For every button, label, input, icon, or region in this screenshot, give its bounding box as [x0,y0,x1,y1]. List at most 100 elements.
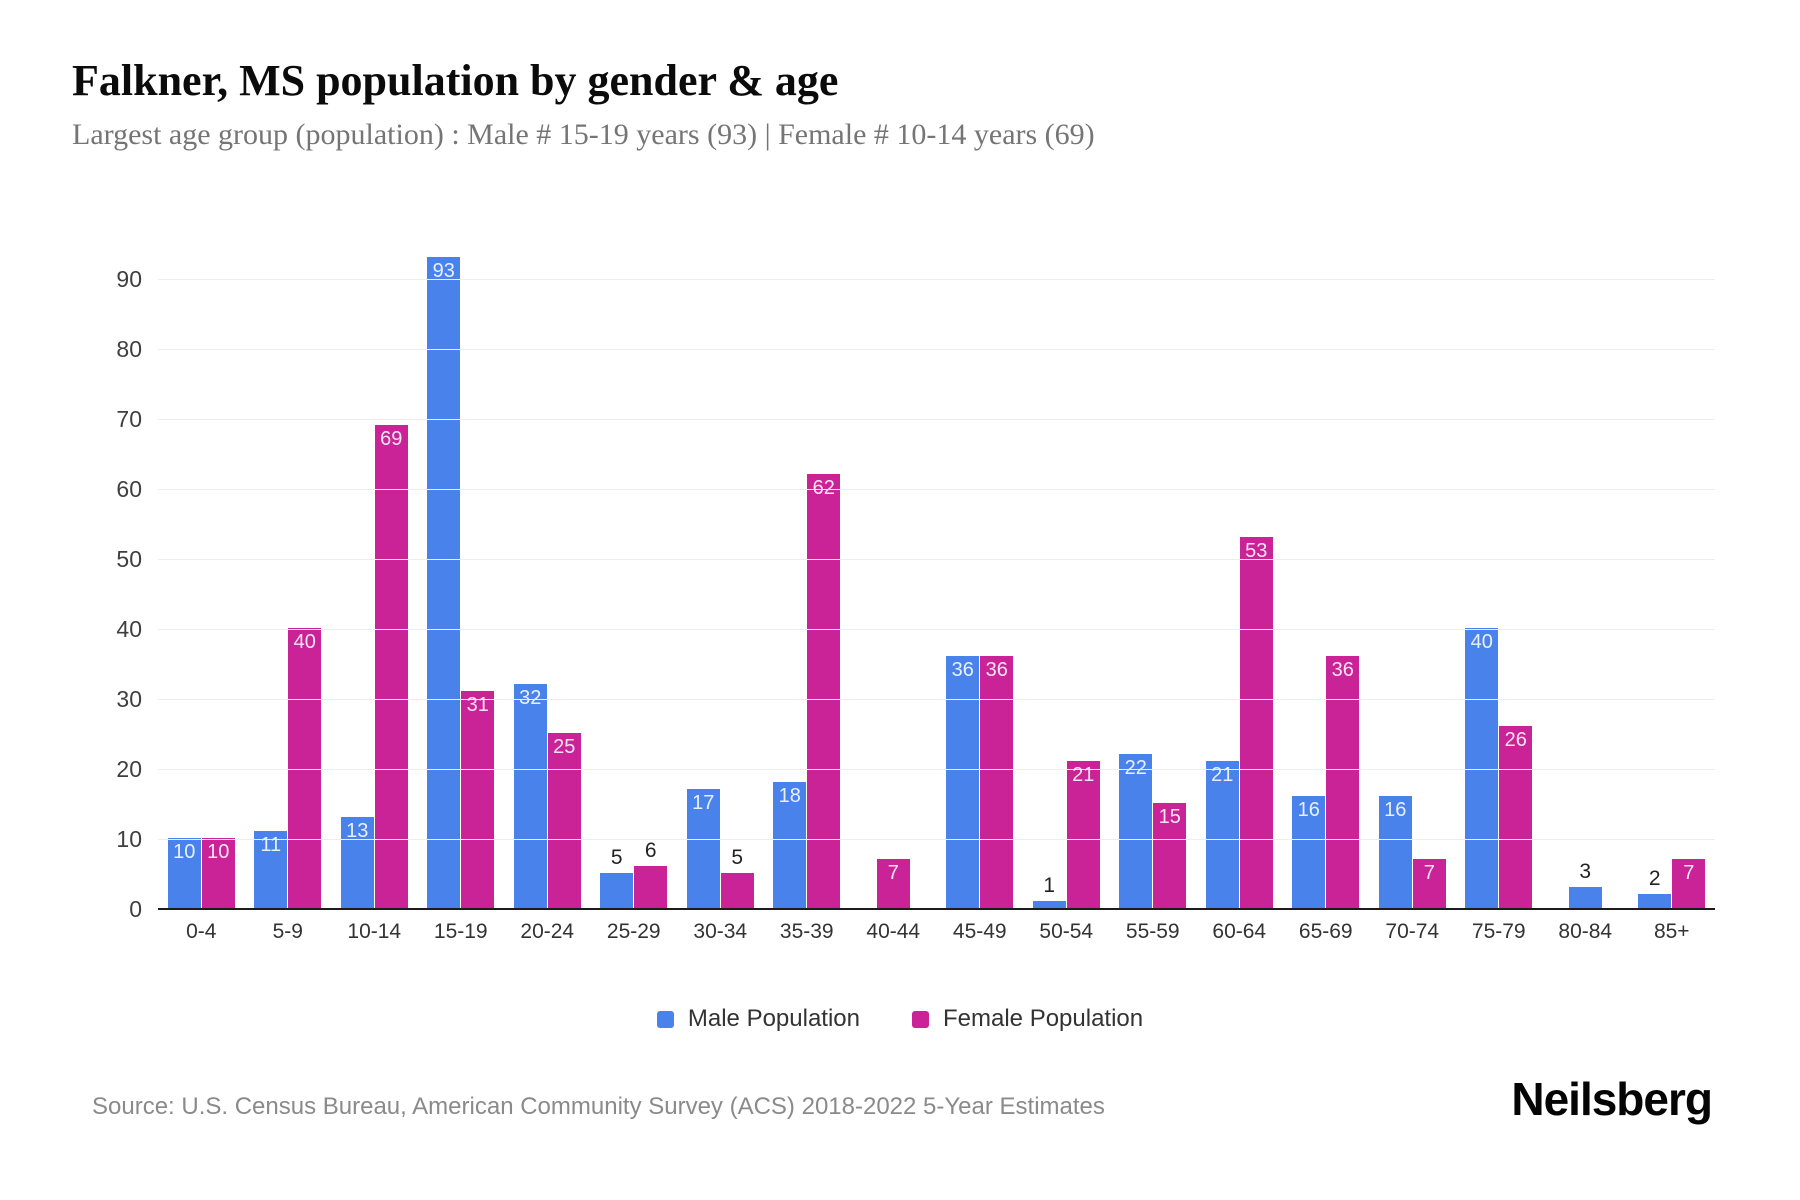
bar-group-55-59: 22 15 [1110,754,1197,908]
value-label: 10 [173,841,196,863]
x-tick-label-5-9: 5-9 [272,920,303,943]
bar-female-55-59[interactable]: 15 [1153,803,1187,908]
value-label: 40 [293,631,316,653]
value-label: 25 [553,736,576,758]
gridline-50 [158,559,1715,560]
bar-male-20-24[interactable]: 32 [513,684,547,908]
value-label: 7 [1423,862,1435,884]
bar-male-10-14[interactable]: 13 [340,817,374,908]
bar-female-15-19[interactable]: 31 [461,691,495,908]
value-label: 7 [1683,862,1695,884]
y-tick-label-40: 40 [116,616,142,642]
chart: 10 10 11 40 13 69 93 31 32 25 5 6 17 5 18 62 7 36 36 1 21 22 1… [90,250,1715,980]
bar-male-5-9[interactable]: 11 [254,831,288,908]
value-label: 10 [207,841,230,863]
value-label: 16 [1297,799,1320,821]
bar-female-50-54[interactable]: 21 [1066,761,1100,908]
x-tick-label-85+: 85+ [1653,920,1690,943]
bar-group-70-74: 16 7 [1369,796,1456,908]
gridline-10 [158,839,1715,840]
bar-female-35-39[interactable]: 62 [807,474,841,908]
bar-group-75-79: 40 26 [1456,628,1543,908]
x-tick-label-10-14: 10-14 [347,920,402,943]
y-tick-label-20: 20 [116,756,142,782]
bar-female-85+[interactable]: 7 [1672,859,1706,908]
chart-title: Falkner, MS population by gender & age [72,56,839,105]
brand-logo: Neilsberg [1511,1073,1713,1125]
bar-female-75-79[interactable]: 26 [1499,726,1533,908]
x-axis-labels: 0-4 5-9 10-14 15-19 20-24 25-29 30-34 35-39 40-4… [158,920,1715,944]
bar-male-25-29[interactable]: 5 [600,846,634,908]
bar-female-0-4[interactable]: 10 [201,838,235,908]
bar-group-50-54: 1 21 [1023,761,1110,908]
x-tick-label-40-44: 40-44 [866,920,921,943]
bar-male-75-79[interactable]: 40 [1465,628,1499,908]
bar-male-85+[interactable]: 2 [1638,867,1672,908]
bar-group-0-4: 10 10 [158,838,245,908]
value-label: 16 [1384,799,1407,821]
x-tick-label-20-24: 20-24 [520,920,575,943]
x-tick-label-50-54: 50-54 [1039,920,1094,943]
value-label: 5 [731,846,744,869]
x-tick-label-80-84: 80-84 [1558,920,1613,943]
bar-male-45-49[interactable]: 36 [946,656,980,908]
value-label: 7 [887,862,899,884]
x-tick-label-45-49: 45-49 [952,920,1007,943]
legend-label: Female Population [943,1005,1144,1032]
x-tick-label-15-19: 15-19 [433,920,488,943]
legend-item-female[interactable]: Female Population [912,1005,1143,1033]
gridline-70 [158,419,1715,420]
y-tick-label-70: 70 [116,406,142,432]
bar-group-65-69: 16 36 [1283,656,1370,908]
legend-swatch-icon [656,1010,674,1028]
value-label: 17 [692,792,715,814]
value-label: 21 [1211,764,1234,786]
bar-female-40-44[interactable]: 7 [876,859,910,908]
value-label: 62 [812,477,835,499]
value-label: 36 [1331,659,1354,681]
plot-area: 10 10 11 40 13 69 93 31 32 25 5 6 17 5 18 62 7 36 36 1 21 22 1… [116,250,1716,922]
bar-male-65-69[interactable]: 16 [1292,796,1326,908]
bar-female-10-14[interactable]: 69 [374,425,408,908]
bar-female-25-29[interactable]: 6 [634,839,668,908]
legend-label: Male Population [687,1005,860,1032]
x-tick-label-70-74: 70-74 [1385,920,1440,943]
gridline-80 [158,349,1715,350]
legend-item-male[interactable]: Male Population [656,1005,860,1033]
x-tick-label-65-69: 65-69 [1298,920,1353,943]
x-axis-line [158,908,1715,910]
bar-male-60-64[interactable]: 21 [1205,761,1239,908]
bar-female-45-49[interactable]: 36 [980,656,1014,908]
bar-male-15-19[interactable]: 93 [427,257,461,908]
bar-group-10-14: 13 69 [331,425,418,908]
value-label: 1 [1043,874,1056,897]
value-label: 11 [260,834,282,856]
bar-group-40-44: 7 [850,859,937,908]
bar-male-30-34[interactable]: 17 [686,789,720,908]
bar-female-60-64[interactable]: 53 [1239,537,1273,908]
bar-male-70-74[interactable]: 16 [1378,796,1412,908]
bar-group-20-24: 32 25 [504,684,591,908]
y-tick-label-10: 10 [116,826,142,852]
bar-group-35-39: 18 62 [764,474,851,908]
y-tick-label-30: 30 [116,686,142,712]
value-label: 40 [1470,631,1493,653]
bar-female-70-74[interactable]: 7 [1412,859,1446,908]
bar-male-55-59[interactable]: 22 [1119,754,1153,908]
bar-male-80-84[interactable]: 3 [1568,860,1602,908]
bar-female-30-34[interactable]: 5 [720,846,754,908]
bar-male-0-4[interactable]: 10 [167,838,201,908]
value-label: 32 [519,687,542,709]
bar-female-65-69[interactable]: 36 [1326,656,1360,908]
x-tick-label-75-79: 75-79 [1471,920,1526,943]
x-tick-label-55-59: 55-59 [1125,920,1180,943]
x-tick-label-30-34: 30-34 [693,920,748,943]
bar-male-50-54[interactable]: 1 [1032,874,1066,908]
bar-male-35-39[interactable]: 18 [773,782,807,908]
y-tick-label-80: 80 [116,336,142,362]
bar-female-20-24[interactable]: 25 [547,733,581,908]
bar-female-5-9[interactable]: 40 [288,628,322,908]
